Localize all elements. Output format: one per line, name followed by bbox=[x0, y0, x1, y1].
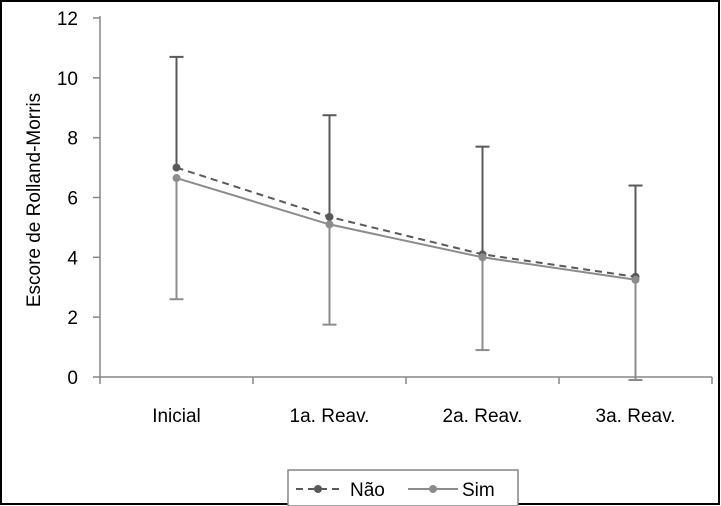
legend-label: Não bbox=[350, 480, 385, 501]
legend-label: Sim bbox=[462, 480, 495, 501]
legend-swatch-marker bbox=[429, 485, 437, 493]
series-points bbox=[172, 163, 640, 284]
x-tick-label: Inicial bbox=[152, 406, 201, 427]
y-axis-title: Escore de Rolland-Morris bbox=[24, 93, 45, 307]
data-point bbox=[478, 253, 487, 262]
series-lines bbox=[176, 166, 636, 281]
error-bars bbox=[169, 55, 643, 381]
y-axis-title-group: Escore de Rolland-Morris bbox=[24, 93, 45, 307]
axes: 0 2 4 6 8 10 12 Inicial 1a. Reav. 2a. Reav. 3a. Re… bbox=[57, 9, 713, 427]
x-tick-label: 3a. Reav. bbox=[596, 406, 676, 427]
y-tick-label: 2 bbox=[67, 308, 78, 329]
data-point bbox=[325, 212, 334, 221]
y-tick-label: 12 bbox=[57, 9, 78, 30]
y-tick-label: 10 bbox=[57, 69, 78, 90]
data-point bbox=[325, 220, 334, 229]
legend-swatch-marker bbox=[314, 485, 322, 493]
y-tick-label: 8 bbox=[67, 129, 78, 150]
y-tick-label: 6 bbox=[67, 189, 78, 210]
data-point bbox=[631, 275, 640, 284]
data-point bbox=[172, 174, 181, 183]
y-tick-label: 0 bbox=[67, 368, 78, 389]
y-tick-label: 4 bbox=[67, 248, 78, 269]
series-line bbox=[176, 177, 636, 281]
x-tick-label: 1a. Reav. bbox=[290, 406, 370, 427]
legend: Não Sim bbox=[287, 469, 519, 506]
data-point bbox=[172, 163, 181, 172]
x-tick-label: 2a. Reav. bbox=[443, 406, 523, 427]
